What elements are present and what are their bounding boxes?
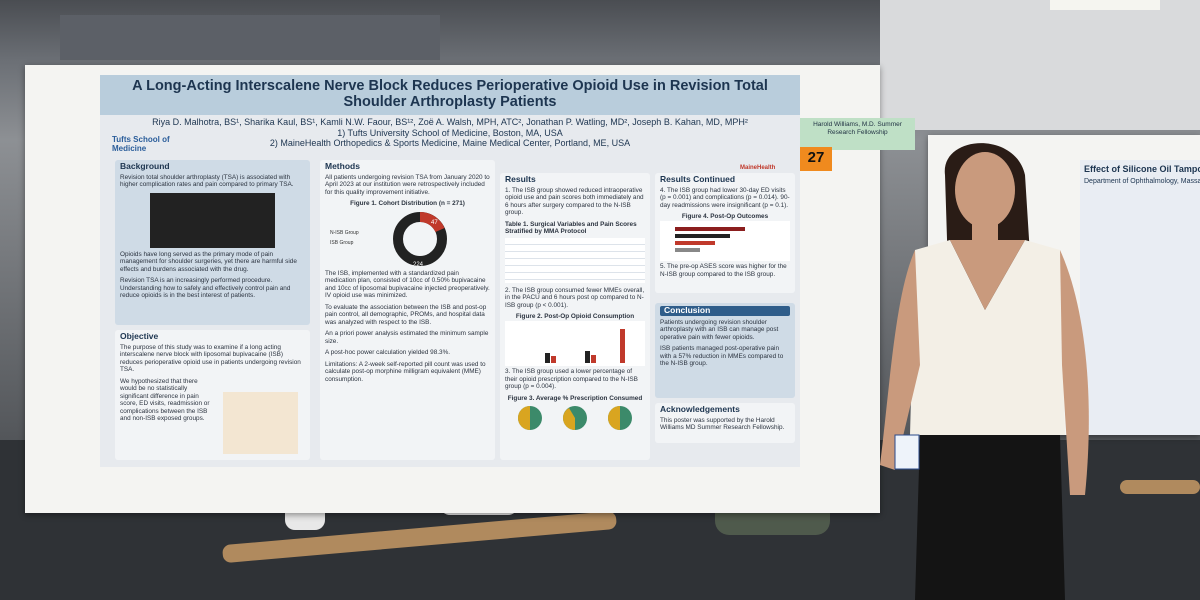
pie-slice xyxy=(608,406,620,430)
bar-figure xyxy=(505,320,645,366)
section-heading: Methods xyxy=(325,161,360,171)
bullet: The purpose of this study was to examine… xyxy=(120,343,301,374)
neckline xyxy=(950,240,1025,310)
bullet: 5. The pre-op ASES score was higher for … xyxy=(660,263,787,278)
bullet: 1. The ISB group showed reduced intraope… xyxy=(505,186,644,217)
pie-label: 224 xyxy=(413,262,424,268)
section-heading: Results xyxy=(505,174,536,184)
bullet: Limitations: A 2-week self-reported pill… xyxy=(325,360,486,383)
section-heading: Results Continued xyxy=(660,174,736,184)
pie-slice xyxy=(518,406,530,430)
table-image xyxy=(505,237,645,283)
bar xyxy=(545,352,550,363)
wall xyxy=(880,0,1200,130)
section-heading: Background xyxy=(120,161,170,171)
bullet: 2. The ISB group consumed fewer MMEs ove… xyxy=(505,286,645,309)
bullet: We hypothesized that there would be no s… xyxy=(120,377,210,423)
bullet: An a priori power analysis estimated the… xyxy=(325,330,489,345)
pie-figure: 47 224 N-ISB Group ISB Group xyxy=(330,211,447,268)
badge xyxy=(894,434,920,470)
bullet: All patients undergoing revision TSA fro… xyxy=(325,173,490,196)
presenter xyxy=(880,143,1089,600)
affiliation: 1) Tufts University School of Medicine, … xyxy=(337,128,563,138)
section-heading: Acknowledgements xyxy=(660,404,740,414)
bar-figure xyxy=(660,220,790,261)
pie-slice xyxy=(419,211,445,232)
table-caption: Table 1. Surgical Variables and Pain Sco… xyxy=(505,220,637,236)
bar xyxy=(675,247,700,252)
neighbor-title: Effect of Silicone Oil Tampon... Followi… xyxy=(1084,164,1200,174)
xray-image xyxy=(150,192,275,248)
top xyxy=(910,240,1065,435)
legend-entry: ISB Group xyxy=(330,240,354,246)
bar xyxy=(675,226,745,231)
section-heading: Objective xyxy=(120,331,159,341)
arm xyxy=(880,250,920,470)
results-section: Results 1. The ISB group showed reduced … xyxy=(500,173,650,460)
arm xyxy=(1060,250,1089,495)
bar xyxy=(585,350,590,363)
bullet: Revision total shoulder arthroplasty (TS… xyxy=(120,173,294,189)
pie-figure xyxy=(518,406,632,430)
background-section: Background Revision total shoulder arthr… xyxy=(115,160,310,325)
results-continued-section: Results Continued 4. The ISB group had l… xyxy=(655,173,795,293)
logo: MaineHealth xyxy=(740,165,776,171)
bullet: Opioids have long served as the primary … xyxy=(120,250,297,273)
affiliation: 2) MaineHealth Orthopedics & Sports Medi… xyxy=(269,138,631,148)
ceiling-panel xyxy=(60,15,440,60)
bar xyxy=(675,240,715,245)
neighbor-poster: Effect of Silicone Oil Tampon... Followi… xyxy=(1080,160,1200,435)
acknowledgements-section: Acknowledgements This poster was support… xyxy=(655,403,795,443)
figure-caption: Figure 1. Cohort Distribution (n = 271) xyxy=(350,200,465,207)
figure: 47 224 N-ISB Group ISB Group xyxy=(325,208,490,270)
bar xyxy=(551,355,556,363)
bullet: A post-hoc power calculation yielded 98.… xyxy=(325,349,451,356)
anatomy-image xyxy=(223,392,298,454)
bar xyxy=(591,354,596,363)
bullet: 4. The ISB group had lower 30-day ED vis… xyxy=(660,186,790,209)
neighbor-affiliation: Department of Ophthalmology, Massac... xyxy=(1084,178,1200,185)
figure-caption: Figure 3. Average % Prescription Consume… xyxy=(507,394,643,402)
poster-tube xyxy=(1120,480,1200,494)
section-heading: Conclusion xyxy=(660,306,790,316)
pie-label: 47 xyxy=(431,220,438,226)
board-number: 27 xyxy=(800,147,832,171)
acknowledgements-text: This poster was supported by the Harold … xyxy=(660,416,785,432)
bullet: ISB patients managed post-operative pain… xyxy=(660,345,784,367)
bar xyxy=(675,233,730,238)
fellowship-sign: Harold Williams, M.D. Summer Research Fe… xyxy=(800,118,915,150)
ceiling-light xyxy=(1050,0,1160,10)
bullet: The ISB, implemented with a standardized… xyxy=(325,269,490,300)
pie-slice xyxy=(563,408,575,430)
authors: Riya D. Malhotra, BS¹, Sharika Kaul, BS¹… xyxy=(152,117,748,127)
figure-caption: Figure 2. Post-Op Opioid Consumption xyxy=(515,313,635,320)
bullet: Patients undergoing revision shoulder ar… xyxy=(660,318,779,341)
bullet: To evaluate the association between the … xyxy=(325,303,487,326)
poster: A Long-Acting Interscalene Nerve Block R… xyxy=(100,75,800,467)
bullet: 3. The ISB group used a lower percentage… xyxy=(505,368,638,390)
bar xyxy=(620,328,625,363)
figure-caption: Figure 4. Post-Op Outcomes xyxy=(681,213,769,220)
legend-entry: N-ISB Group xyxy=(330,230,359,236)
bullet: Revision TSA is an increasingly performe… xyxy=(120,277,291,299)
conclusion-section: Conclusion Patients undergoing revision … xyxy=(655,303,795,398)
poster-title: A Long-Acting Interscalene Nerve Block R… xyxy=(100,75,800,115)
logo: Tufts School of Medicine xyxy=(112,135,170,153)
pants xyxy=(915,435,1065,600)
objective-section: Objective The purpose of this study was … xyxy=(115,330,310,460)
methods-section: Methods All patients undergoing revision… xyxy=(320,160,495,460)
face xyxy=(955,152,1015,228)
